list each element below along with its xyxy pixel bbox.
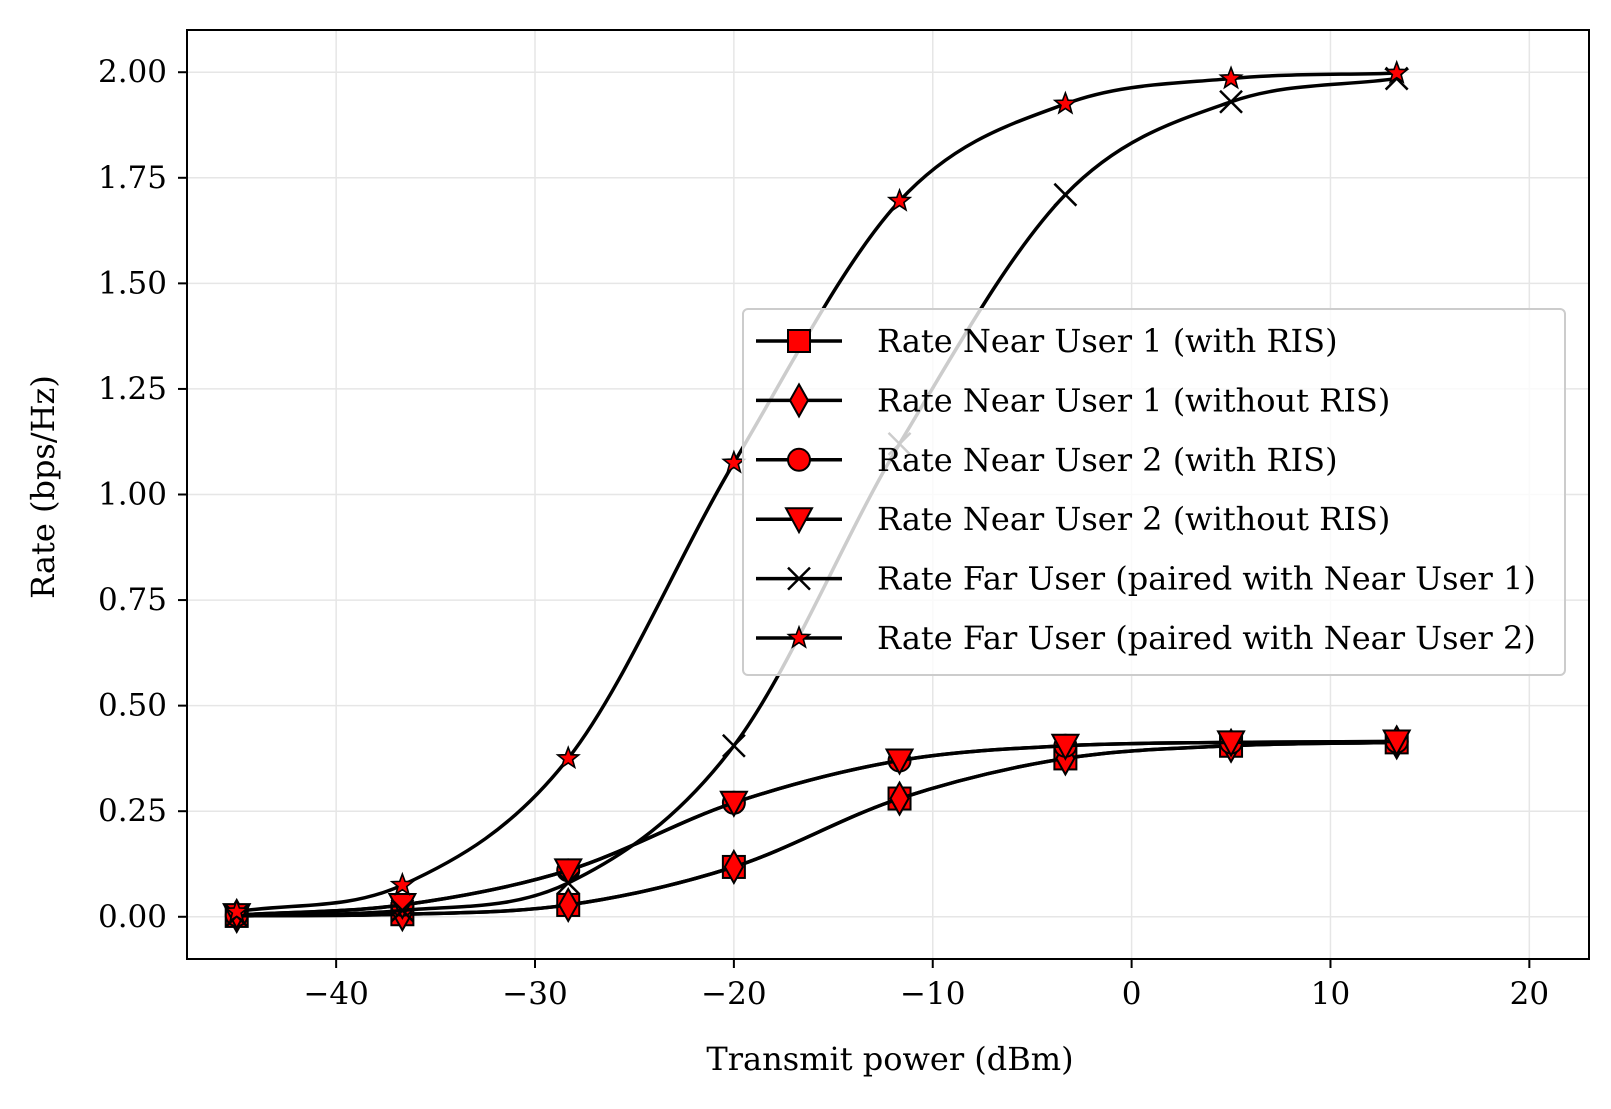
legend-marker (787, 447, 811, 472)
data-point (889, 780, 910, 817)
y-tick-label: 1.00 (98, 477, 167, 513)
data-point (224, 898, 250, 923)
data-point (553, 858, 583, 886)
data-point (387, 892, 418, 921)
legend-label: Rate Far User (paired with Near User 1) (877, 560, 1536, 598)
data-point (884, 748, 915, 776)
axis-ticks: −40 −30 −20 −10 0 10 20 0.00 0.25 0.50 0.75 1.00 1.2… (98, 54, 1549, 1012)
legend-entry: Rate Near User 2 (without RIS) (756, 500, 1390, 538)
legend-entry: Rate Near User 1 (without RIS) (756, 381, 1390, 419)
y-tick-label: 0.25 (98, 793, 167, 829)
legend-label: Rate Far User (paired with Near User 2) (877, 619, 1536, 657)
legend-entry: Rate Far User (paired with Near User 2) (756, 619, 1536, 657)
x-tick-label: 10 (1311, 976, 1350, 1012)
y-tick-label: 1.50 (98, 265, 167, 301)
y-tick-label: 0.00 (98, 899, 167, 935)
data-point (556, 871, 581, 895)
series-line (236, 739, 1397, 917)
y-tick-label: 1.75 (98, 160, 167, 196)
x-tick-label: 0 (1122, 976, 1142, 1012)
data-point (723, 848, 745, 885)
data-point (721, 733, 746, 758)
legend-marker (786, 624, 812, 649)
legend-entry: Rate Near User 2 (with RIS) (756, 441, 1338, 479)
y-tick-label: 0.75 (98, 582, 167, 618)
data-point (1216, 730, 1246, 758)
legend: Rate Near User 1 (with RIS) Rate Near Use… (742, 308, 1566, 676)
data-point (389, 871, 416, 896)
series-4 (222, 729, 1412, 931)
series-line (236, 739, 1397, 917)
data-point (1382, 729, 1412, 757)
x-tick-label: −30 (502, 976, 567, 1012)
data-point (1053, 182, 1078, 207)
data-point (1050, 733, 1081, 761)
data-point (719, 790, 749, 818)
legend-label: Rate Near User 2 (with RIS) (877, 441, 1338, 479)
data-point (1218, 65, 1244, 90)
x-tick-label: 20 (1510, 976, 1549, 1012)
y-axis-label: Rate (bps/Hz) (24, 375, 62, 599)
legend-marker (787, 566, 811, 591)
y-tick-label: 2.00 (98, 54, 167, 90)
legend-label: Rate Near User 2 (without RIS) (877, 500, 1390, 538)
legend-label: Rate Near User 1 (with RIS) (877, 322, 1338, 360)
data-point (558, 886, 579, 923)
legend-box (742, 308, 1566, 676)
legend-marker (787, 329, 811, 353)
series-line (236, 740, 1397, 918)
data-point (555, 745, 581, 770)
x-tick-label: −20 (701, 976, 766, 1012)
legend-entry: Rate Far User (paired with Near User 1) (756, 560, 1536, 598)
data-point (1384, 59, 1410, 84)
legend-entry: Rate Near User 1 (with RIS) (756, 322, 1338, 360)
data-point (390, 898, 415, 923)
data-point (1052, 90, 1079, 115)
legend-label: Rate Near User 1 (without RIS) (877, 381, 1390, 419)
series-lines (222, 59, 1412, 934)
series-line (236, 740, 1397, 918)
legend-marker (788, 382, 810, 419)
legend-marker (784, 507, 814, 535)
x-tick-label: −40 (303, 976, 368, 1012)
x-axis-label: Transmit power (dBm) (706, 1040, 1073, 1078)
y-tick-label: 0.50 (98, 688, 167, 724)
data-point (1219, 89, 1243, 114)
data-point (886, 187, 913, 212)
x-tick-label: −10 (900, 976, 965, 1012)
data-point (721, 449, 747, 474)
y-tick-label: 1.25 (98, 371, 167, 407)
